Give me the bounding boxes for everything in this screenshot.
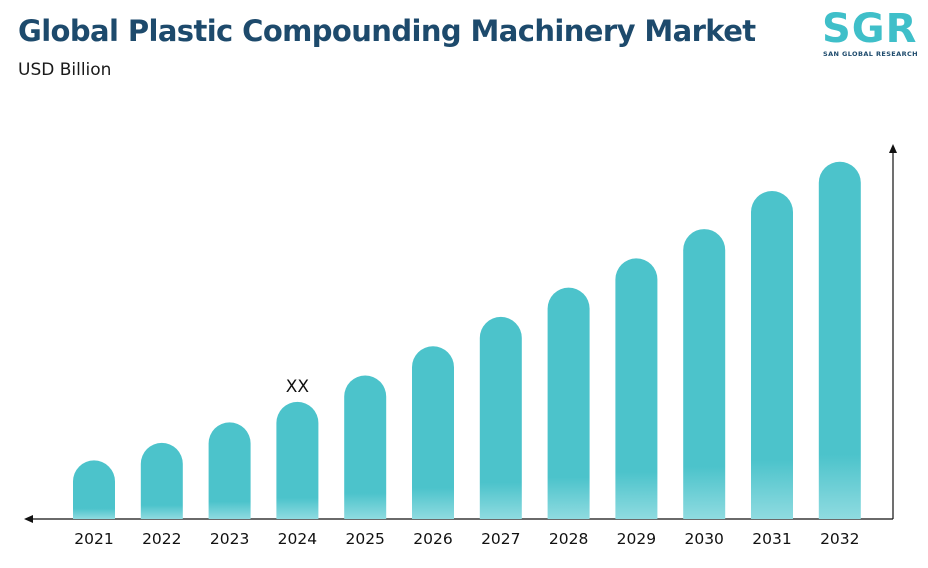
x-tick-label-2028: 2028 bbox=[549, 530, 588, 548]
x-tick-label-2021: 2021 bbox=[74, 530, 113, 548]
x-tick-label-2030: 2030 bbox=[684, 530, 723, 548]
bar-2023 bbox=[208, 422, 251, 519]
x-tick-label-2029: 2029 bbox=[617, 530, 656, 548]
bar-2030 bbox=[683, 229, 726, 520]
bar-2022 bbox=[140, 442, 183, 519]
bar-2032 bbox=[818, 161, 861, 519]
bar-2027 bbox=[479, 316, 522, 519]
x-tick-label-2022: 2022 bbox=[142, 530, 181, 548]
bar-2026 bbox=[412, 346, 454, 519]
bar-2025 bbox=[344, 375, 387, 519]
logo-tagline: SAN GLOBAL RESEARCH bbox=[823, 50, 918, 58]
x-tick-label-2026: 2026 bbox=[413, 530, 452, 548]
bar-2031 bbox=[751, 191, 793, 519]
bar-2021 bbox=[73, 460, 115, 519]
bar-2028 bbox=[547, 287, 590, 519]
x-tick-label-2027: 2027 bbox=[481, 530, 520, 548]
chart-subtitle: USD Billion bbox=[18, 60, 112, 80]
tick-labels: 2021 2022 2023 2024 2025 2026 2027 2028 2029 2030… bbox=[74, 530, 859, 548]
annotation-2024: XX bbox=[286, 377, 310, 397]
x-axis-arrow-icon bbox=[24, 515, 33, 523]
x-tick-label-2032: 2032 bbox=[820, 530, 859, 548]
logo-letters: SGR bbox=[822, 6, 918, 52]
chart-title: Global Plastic Compounding Machinery Mar… bbox=[18, 14, 756, 48]
x-tick-label-2031: 2031 bbox=[752, 530, 791, 548]
bar-series bbox=[73, 161, 861, 520]
y-axis-arrow-icon bbox=[889, 144, 897, 153]
bar-2029 bbox=[615, 258, 658, 519]
x-tick-label-2023: 2023 bbox=[210, 530, 249, 548]
x-tick-label-2025: 2025 bbox=[345, 530, 384, 548]
annotations: XX bbox=[286, 377, 310, 397]
bar-2024 bbox=[276, 401, 319, 519]
x-tick-label-2024: 2024 bbox=[278, 530, 317, 548]
sgr-logo: SGR SAN GLOBAL RESEARCH bbox=[820, 6, 920, 62]
